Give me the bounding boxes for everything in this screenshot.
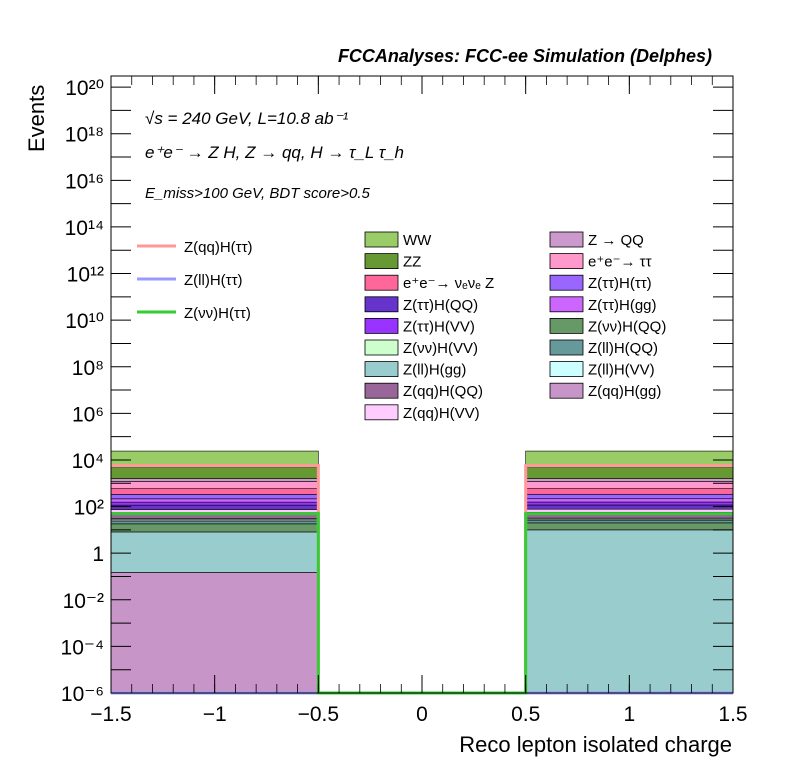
- legend-label: Z → QQ: [588, 232, 644, 249]
- legend-swatch-z-qq: [549, 231, 584, 248]
- y-axis: 10⁻⁶ 10⁻⁴ 10⁻² 1 10² 10⁴ 10⁶ 10⁸ 10¹⁰ 10¹² 10¹⁴ 10¹…: [61, 77, 733, 706]
- x-tick-label: −1.5: [90, 703, 131, 726]
- y-tick-label: 10²⁰: [65, 77, 104, 100]
- bar-z-ll-h-gg-bin2: [525, 529, 734, 694]
- y-tick-label: 10⁻⁴: [61, 636, 104, 659]
- legend-label: ZZ: [403, 254, 421, 271]
- legend-label: Z(ττ)H(gg): [588, 297, 657, 314]
- bar-z-qq-h-vv-bin2: [525, 508, 734, 513]
- legend-swatch-z-h: [549, 274, 584, 291]
- bar-z-h-qq-bin0: [110, 504, 319, 510]
- annotation-process: e⁺e⁻ → Z H, Z → qq, H → τ_L τ_h: [145, 143, 404, 162]
- y-tick-label: 10¹⁶: [65, 170, 104, 193]
- stacked-histogram: [110, 450, 734, 694]
- y-tick-label: 10⁻⁶: [61, 683, 104, 706]
- x-axis: −1.5 −1 −0.5 0 0.5 1 1.5: [90, 76, 748, 726]
- legend-label: Z(qq)H(ττ): [184, 239, 253, 256]
- y-tick-label: 10⁻²: [63, 590, 104, 613]
- y-tick-label: 10⁶: [72, 403, 104, 426]
- legend-label: Z(ll)H(VV): [588, 362, 655, 379]
- legend-swatch-e-e: [549, 253, 584, 270]
- bar-z-ll-h-qq-bin0: [110, 520, 319, 525]
- legend-swatch-ww: [364, 231, 399, 248]
- bar-z-h-vv-bin0: [110, 501, 319, 506]
- x-axis-label: Reco lepton isolated charge: [459, 732, 732, 757]
- legend-swatch-z-ll-h-vv: [549, 361, 584, 378]
- y-tick-label: 10⁸: [72, 357, 104, 380]
- bar-z-h-qq-bin0: [110, 523, 319, 533]
- legend-swatch-z-h-qq: [364, 296, 399, 313]
- bar-z-h-gg-bin0: [110, 498, 319, 503]
- y-tick-label: 10¹⁰: [65, 310, 104, 333]
- legend-swatch-z-h-qq: [549, 317, 584, 334]
- legend-swatch-z-h-vv: [364, 317, 399, 334]
- x-tick-label: −0.5: [298, 703, 339, 726]
- bar-z-qq-bin0: [110, 478, 319, 482]
- legend-backgrounds: WW ZZ e⁺e⁻→ νₑνₑ Z Z(ττ)H(QQ) Z(ττ)H(VV) Z(νν…: [364, 231, 666, 422]
- bar-z-qq-h-gg-bin0: [110, 572, 319, 694]
- legend-swatch-z-qq-h-vv: [364, 404, 399, 421]
- y-tick-label: 1: [92, 543, 104, 566]
- x-tick-label: 1: [623, 703, 635, 726]
- legend-label: Z(ll)H(QQ): [588, 340, 658, 357]
- bar-zz-bin2: [525, 466, 734, 479]
- legend-label: Z(νν)H(ττ): [184, 305, 251, 322]
- bar-z-h-gg-bin2: [525, 498, 734, 503]
- bar-e-e-bin0: [110, 481, 319, 489]
- y-tick-label: 10¹⁴: [65, 217, 104, 240]
- legend-swatch-z-ll-h-qq: [549, 339, 584, 356]
- bar-e-e-z-bin2: [525, 488, 734, 495]
- legend-label: Z(ll)H(gg): [403, 362, 466, 379]
- legend-label: Z(ττ)H(ττ): [588, 275, 652, 292]
- y-axis-label: Events: [24, 85, 49, 152]
- annotation-selection: E_miss>100 GeV, BDT score>0.5: [145, 185, 370, 202]
- legend-label: Z(qq)H(QQ): [403, 383, 483, 400]
- legend-signals: Z(qq)H(ττ) Z(ll)H(ττ) Z(νν)H(ττ): [137, 239, 253, 322]
- legend-label: Z(ll)H(ττ): [184, 272, 243, 289]
- legend-swatch-e-e-z: [364, 274, 399, 291]
- bar-e-e-z-bin0: [110, 488, 319, 495]
- legend-label: WW: [403, 232, 432, 249]
- bar-z-h-qq-bin2: [525, 504, 734, 510]
- legend-label: e⁺e⁻→ νₑνₑ Z: [403, 275, 494, 292]
- legend-swatch-z-ll-h-gg: [364, 361, 399, 378]
- plot-header: FCCAnalyses: FCC-ee Simulation (Delphes): [338, 46, 712, 66]
- legend-swatch-z-qq-h-gg: [549, 382, 584, 399]
- legend-swatch-zz: [364, 253, 399, 270]
- legend-swatch-z-qq-h-qq: [364, 382, 399, 399]
- bar-z-h-bin2: [525, 493, 734, 500]
- legend-swatch-z-h-vv: [364, 339, 399, 356]
- x-tick-label: −1: [203, 703, 227, 726]
- bar-z-qq-bin2: [525, 478, 734, 482]
- bar-z-h-qq-bin2: [525, 522, 734, 531]
- y-tick-label: 10⁴: [72, 450, 104, 473]
- bar-zz-bin0: [110, 466, 319, 479]
- bar-z-h-vv-bin2: [525, 501, 734, 506]
- legend-label: Z(ττ)H(QQ): [403, 297, 478, 314]
- legend-label: Z(qq)H(VV): [403, 405, 480, 422]
- legend-label: Z(ττ)H(VV): [403, 318, 475, 335]
- bar-z-ll-h-qq-bin2: [525, 519, 734, 524]
- bar-z-h-bin0: [110, 494, 319, 500]
- y-tick-label: 10²: [74, 497, 104, 520]
- x-tick-label: 1.5: [718, 703, 747, 726]
- bar-e-e-bin2: [525, 481, 734, 489]
- legend-label: Z(νν)H(VV): [403, 340, 478, 357]
- x-tick-label: 0: [416, 703, 428, 726]
- legend-label: Z(νν)H(QQ): [588, 318, 666, 335]
- annotation-energy-lumi: √s = 240 GeV, L=10.8 ab⁻¹: [145, 109, 349, 128]
- legend-label: Z(qq)H(gg): [588, 383, 661, 400]
- legend-swatch-z-h-gg: [549, 296, 584, 313]
- legend-label: e⁺e⁻→ ττ: [588, 254, 652, 271]
- y-tick-label: 10¹⁸: [65, 124, 104, 147]
- y-tick-label: 10¹²: [67, 264, 104, 287]
- x-tick-label: 0.5: [511, 703, 540, 726]
- bar-z-ll-h-gg-bin0: [110, 531, 319, 573]
